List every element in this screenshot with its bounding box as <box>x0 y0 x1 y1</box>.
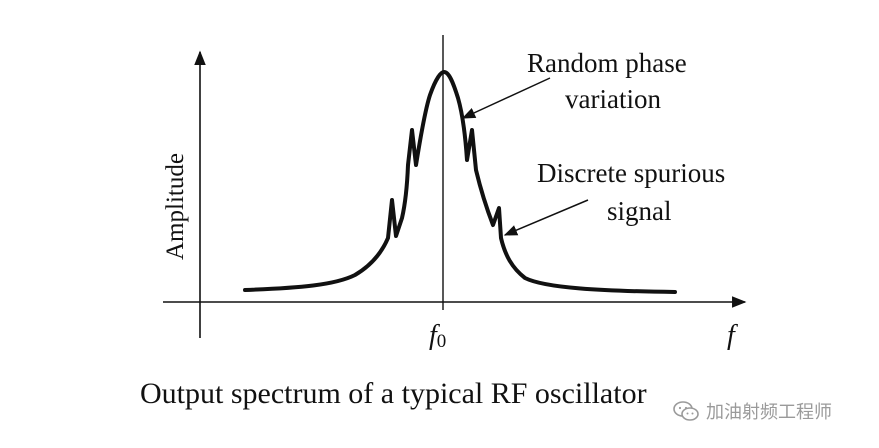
spur-annotation-line1: Discrete spurious <box>537 158 725 188</box>
wechat-icon <box>673 401 699 421</box>
amplitude-axis-label: Amplitude <box>162 153 189 260</box>
spur-annotation-arrow <box>503 199 589 236</box>
watermark: 加油射频工程师 <box>672 396 832 426</box>
phase-annotation-line1: Random phase <box>527 48 687 78</box>
frequency-axis-label: f <box>727 320 738 351</box>
phase-annotation-line2: variation <box>565 84 661 114</box>
spur-annotation-line2: signal <box>607 196 672 226</box>
spectrum-curve <box>243 70 677 294</box>
phase-annotation-arrow <box>461 77 551 119</box>
figure-caption: Output spectrum of a typical RF oscillat… <box>140 377 647 410</box>
center-frequency-label: f0 <box>429 320 446 352</box>
watermark-text: 加油射频工程师 <box>706 402 832 423</box>
